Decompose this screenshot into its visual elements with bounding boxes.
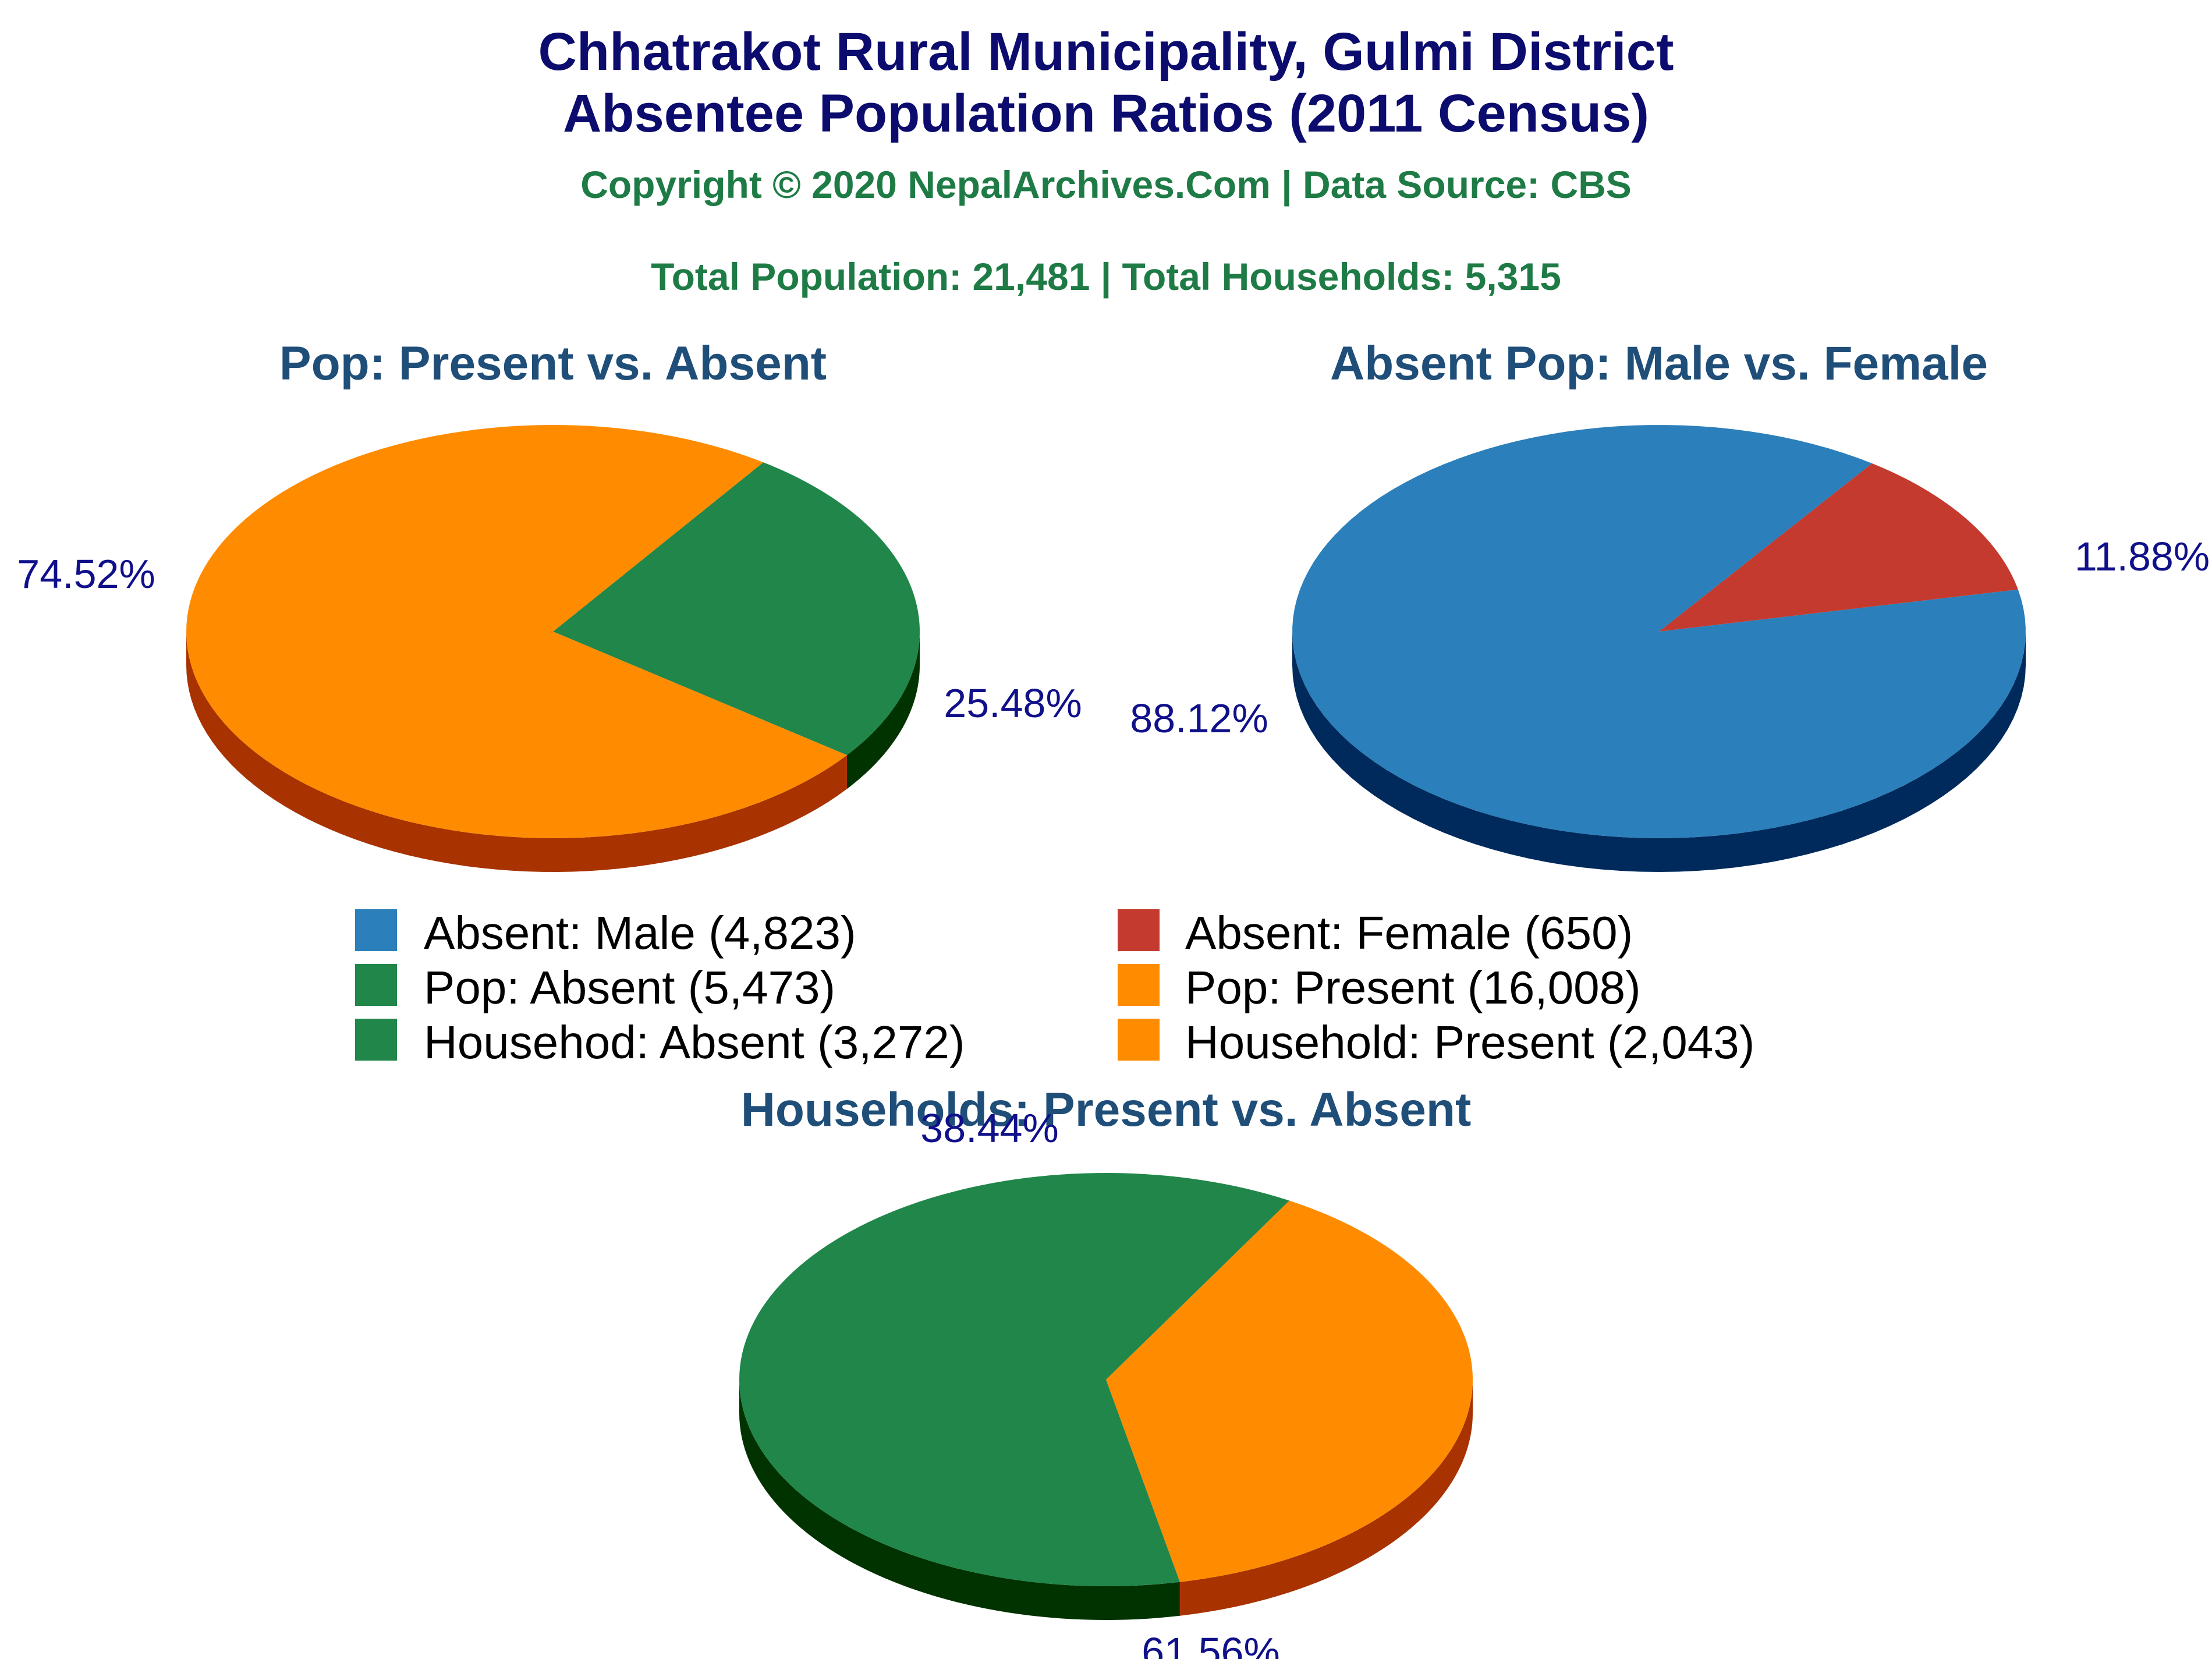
- pie-slice: [739, 1173, 1289, 1586]
- pie-title-households: Households: Present vs. Absent: [741, 1083, 1472, 1136]
- pie-title-population: Pop: Present vs. Absent: [279, 337, 827, 390]
- legend-swatch: [1118, 909, 1160, 951]
- chart-title-line1: Chhatrakot Rural Municipality, Gulmi Dis…: [538, 22, 1674, 81]
- legend-swatch: [355, 909, 397, 951]
- totals-line: Total Population: 21,481 | Total Househo…: [651, 255, 1561, 299]
- pie-slice: [1659, 463, 2018, 632]
- chart-title-line2: Absentee Population Ratios (2011 Census): [563, 84, 1649, 143]
- pie-slice: [1292, 425, 2026, 838]
- pie-slice-side: [739, 1380, 1180, 1620]
- pie-slice-side: [846, 632, 920, 789]
- pie-absent-gender: 11.88% 88.12%: [1130, 425, 2210, 872]
- pie-population: 25.48% 74.52%: [17, 425, 1082, 872]
- legend-label: Pop: Absent (5,473): [424, 962, 835, 1013]
- pie-slice-label: 25.48%: [944, 680, 1082, 726]
- pie-slice-label: 38.44%: [920, 1105, 1058, 1151]
- legend-label: Absent: Female (650): [1185, 907, 1633, 959]
- legend-swatch: [1118, 964, 1160, 1006]
- pie-slice-label: 88.12%: [1130, 696, 1268, 741]
- legend-label: Household: Present (2,043): [1185, 1016, 1754, 1068]
- legend-swatch: [1118, 1019, 1160, 1061]
- pie-households: 38.44% 61.56%: [739, 1105, 1473, 1659]
- pie-title-absent-gender: Absent Pop: Male vs. Female: [1330, 337, 1988, 390]
- pie-slice-label: 61.56%: [1142, 1629, 1279, 1659]
- copyright-line: Copyright © 2020 NepalArchives.Com | Dat…: [580, 163, 1632, 207]
- pie-slice: [1106, 1200, 1473, 1582]
- legend-label: Pop: Present (16,008): [1185, 962, 1641, 1013]
- legend-label: Househod: Absent (3,272): [424, 1016, 965, 1068]
- pie-slice-side: [186, 632, 847, 872]
- pie-slice-side: [1179, 1380, 1473, 1616]
- legend-swatch: [355, 964, 397, 1006]
- legend-label: Absent: Male (4,823): [424, 907, 856, 959]
- legend-swatch: [355, 1019, 397, 1061]
- pie-slice-side: [1292, 632, 2026, 872]
- pie-slice: [553, 462, 920, 756]
- pie-slice-label: 74.52%: [17, 551, 155, 597]
- pie-slice-label: 11.88%: [2075, 534, 2210, 579]
- pie-slice: [186, 425, 847, 838]
- legend: Absent: Male (4,823) Absent: Female (650…: [355, 907, 1754, 1068]
